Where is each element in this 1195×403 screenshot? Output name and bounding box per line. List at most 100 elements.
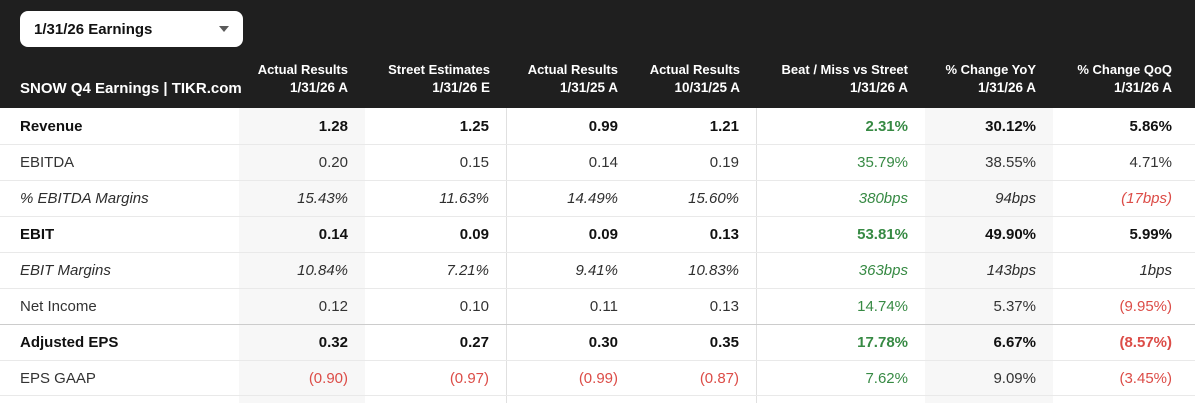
cell: 15.43% bbox=[239, 181, 365, 216]
cell: 49.90% bbox=[925, 217, 1053, 252]
cell: 9.41% bbox=[575, 262, 618, 279]
cell: 5.86% bbox=[1129, 117, 1172, 135]
cell: 17.78% bbox=[857, 334, 908, 351]
cell: 0.13 bbox=[635, 217, 757, 252]
cell: 0.99 bbox=[588, 117, 618, 135]
column-header: Actual Results 10/31/25 A bbox=[635, 61, 757, 97]
cell: 1bps bbox=[1139, 262, 1172, 279]
table-row: EBITDA 0.20 0.15 0.14 0.19 35.79% 38.55% 4.71% bbox=[0, 144, 1195, 180]
column-header-period: 1/31/25 A bbox=[559, 79, 618, 95]
filler-cell bbox=[1053, 396, 1195, 403]
cell: (0.99) bbox=[578, 369, 618, 387]
cell: 1.21 bbox=[635, 108, 757, 144]
cell: (0.97) bbox=[365, 361, 507, 395]
cell: 0.19 bbox=[635, 145, 757, 180]
table-header-bar: 1/31/26 Earnings SNOW Q4 Earnings | TIKR… bbox=[0, 0, 1195, 108]
column-header: % Change QoQ 1/31/26 A bbox=[1053, 61, 1195, 97]
cell: 38.55% bbox=[925, 145, 1053, 180]
cell: 0.14 bbox=[588, 154, 618, 171]
cell: 4.71% bbox=[1129, 154, 1172, 171]
cell: 10.84% bbox=[239, 253, 365, 288]
cell: 0.11 bbox=[589, 298, 618, 315]
table-row: Net Income 0.12 0.10 0.11 0.13 14.74% 5.37% (9.… bbox=[0, 288, 1195, 324]
row-label: % EBITDA Margins bbox=[20, 190, 149, 207]
table-bottom-filler bbox=[0, 396, 1195, 403]
cell: 0.27 bbox=[365, 325, 507, 360]
filler-cell bbox=[507, 396, 635, 403]
cell: 7.62% bbox=[865, 369, 908, 387]
cell: 0.20 bbox=[239, 145, 365, 180]
cell: 35.79% bbox=[857, 154, 908, 171]
filler-cell bbox=[0, 396, 239, 403]
cell: 94bps bbox=[925, 181, 1053, 216]
row-label: EBITDA bbox=[20, 154, 75, 171]
filler-cell bbox=[365, 396, 507, 403]
column-header-period: 1/31/26 A bbox=[977, 79, 1036, 95]
cell: 6.67% bbox=[925, 325, 1053, 360]
chevron-down-icon bbox=[219, 26, 229, 32]
cell: 7.21% bbox=[365, 253, 507, 288]
cell: 0.14 bbox=[239, 217, 365, 252]
column-header-title: % Change YoY bbox=[945, 62, 1036, 78]
cell: 0.12 bbox=[239, 289, 365, 324]
cell: 14.49% bbox=[567, 190, 618, 207]
column-header-title: Actual Results bbox=[257, 62, 348, 78]
cell: 143bps bbox=[925, 253, 1053, 288]
cell: (3.45%) bbox=[1119, 369, 1172, 387]
cell: 5.37% bbox=[925, 289, 1053, 324]
column-header-period: 1/31/26 A bbox=[289, 79, 348, 95]
table-row: % EBITDA Margins 15.43% 11.63% 14.49% 15.60%… bbox=[0, 180, 1195, 216]
cell: 2.31% bbox=[865, 117, 908, 135]
cell: 11.63% bbox=[365, 181, 507, 216]
cell: (9.95%) bbox=[1119, 298, 1172, 315]
column-header-title: Actual Results bbox=[527, 62, 618, 78]
row-label: Net Income bbox=[20, 298, 97, 315]
row-label: Adjusted EPS bbox=[20, 334, 119, 351]
cell: 10.83% bbox=[635, 253, 757, 288]
filler-cell bbox=[757, 396, 925, 403]
row-label: EBIT bbox=[20, 226, 55, 243]
table-body: Revenue 1.28 1.25 0.99 1.21 2.31% 30.12% 5.86% E… bbox=[0, 108, 1195, 396]
column-header-period: 1/31/26 A bbox=[849, 79, 908, 95]
column-header-title: Street Estimates bbox=[388, 62, 490, 78]
cell: 0.15 bbox=[365, 145, 507, 180]
cell: 380bps bbox=[858, 190, 908, 207]
cell: 5.99% bbox=[1129, 226, 1172, 243]
cell: (0.90) bbox=[239, 361, 365, 395]
cell: 1.25 bbox=[365, 108, 507, 144]
column-header: Actual Results 1/31/25 A bbox=[507, 61, 635, 97]
filler-cell bbox=[635, 396, 757, 403]
table-row: EBIT 0.14 0.09 0.09 0.13 53.81% 49.90% 5.99% bbox=[0, 216, 1195, 252]
cell: (0.87) bbox=[635, 361, 757, 395]
cell: (8.57%) bbox=[1119, 334, 1172, 351]
table-header-row: SNOW Q4 Earnings | TIKR.com Actual Resul… bbox=[0, 61, 1195, 108]
filler-cell bbox=[925, 396, 1053, 403]
column-header-title: Beat / Miss vs Street bbox=[781, 62, 908, 78]
table-row: Adjusted EPS 0.32 0.27 0.30 0.35 17.78% 6.67% (… bbox=[0, 324, 1195, 360]
cell: 0.13 bbox=[635, 289, 757, 324]
cell: 0.32 bbox=[239, 325, 365, 360]
row-label: EPS GAAP bbox=[20, 369, 96, 387]
column-header-period: 1/31/26 E bbox=[432, 79, 490, 95]
filler-cell bbox=[239, 396, 365, 403]
table-row: EPS GAAP (0.90) (0.97) (0.99) (0.87) 7.62% 9.0… bbox=[0, 360, 1195, 396]
cell: 15.60% bbox=[635, 181, 757, 216]
table-row: Revenue 1.28 1.25 0.99 1.21 2.31% 30.12% 5.86% bbox=[0, 108, 1195, 144]
column-header: Street Estimates 1/31/26 E bbox=[365, 61, 507, 97]
cell: 0.09 bbox=[365, 217, 507, 252]
cell: 1.28 bbox=[239, 108, 365, 144]
earnings-period-dropdown[interactable]: 1/31/26 Earnings bbox=[20, 11, 243, 47]
cell: 0.10 bbox=[365, 289, 507, 324]
column-header-title: Actual Results bbox=[649, 62, 740, 78]
column-header-title: % Change QoQ bbox=[1077, 62, 1172, 78]
row-label: Revenue bbox=[20, 117, 83, 135]
table-row: EBIT Margins 10.84% 7.21% 9.41% 10.83% 363bps… bbox=[0, 252, 1195, 288]
cell: 0.09 bbox=[588, 226, 618, 243]
cell: 0.30 bbox=[588, 334, 618, 351]
cell: 363bps bbox=[858, 262, 908, 279]
column-header: Actual Results 1/31/26 A bbox=[239, 61, 365, 97]
cell: 9.09% bbox=[925, 361, 1053, 395]
cell: 30.12% bbox=[925, 108, 1053, 144]
cell: (17bps) bbox=[1121, 190, 1172, 207]
